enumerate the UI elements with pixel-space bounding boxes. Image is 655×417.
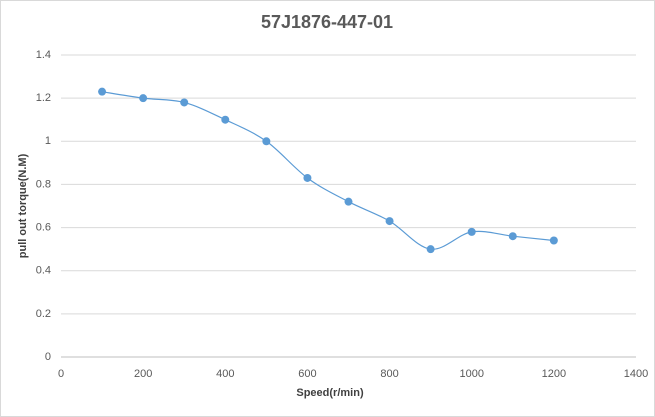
data-point	[180, 98, 189, 107]
data-point	[549, 236, 558, 245]
y-tick-label: 0.4	[36, 265, 51, 277]
x-tick-label: 800	[380, 368, 398, 380]
y-tick-label: 0.8	[36, 178, 51, 190]
data-point	[426, 245, 435, 254]
data-point	[262, 137, 271, 146]
x-tick-label: 400	[216, 368, 234, 380]
x-tick-label: 0	[58, 368, 64, 380]
y-axis-label: pull out torque(N.M)	[17, 153, 29, 258]
y-tick-label: 1	[45, 135, 51, 147]
y-tick-label: 0.6	[36, 221, 51, 233]
data-point	[344, 197, 353, 206]
x-tick-label: 200	[134, 368, 152, 380]
y-tick-label: 1.2	[36, 92, 51, 104]
data-point	[221, 115, 230, 124]
data-point	[303, 173, 312, 182]
x-axis-label: Speed(r/min)	[296, 387, 364, 399]
y-tick-label: 1.4	[36, 49, 51, 61]
x-tick-label: 600	[298, 368, 316, 380]
data-point	[508, 232, 517, 241]
y-tick-label: 0.2	[36, 308, 51, 320]
chart-title: 57J1876-447-01	[261, 12, 393, 32]
y-tick-label: 0	[45, 351, 51, 363]
x-tick-label: 1000	[459, 368, 483, 380]
data-point	[98, 87, 107, 96]
x-tick-label: 1400	[624, 368, 648, 380]
data-point	[467, 227, 476, 236]
data-point	[139, 94, 148, 103]
data-point	[385, 217, 394, 226]
x-tick-label: 1200	[542, 368, 566, 380]
